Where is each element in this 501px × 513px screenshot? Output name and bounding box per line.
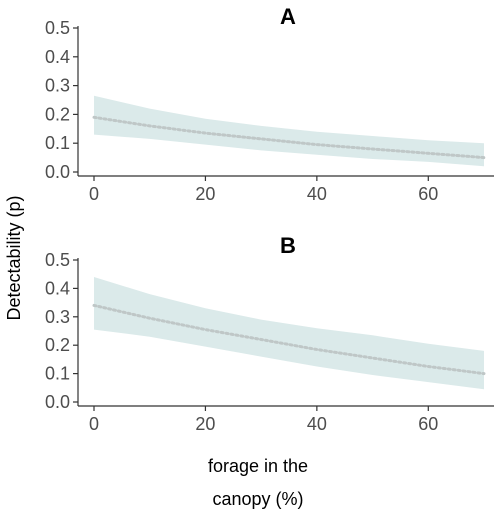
y-tick-label: 0.2 <box>45 335 70 355</box>
x-tick-label: 40 <box>307 184 327 204</box>
y-tick-label: 0.0 <box>45 162 70 182</box>
panel-b: B 0.0 0.1 0.2 0.3 0.4 0.5 0 20 40 60 <box>45 233 494 434</box>
panel-title: A <box>280 4 296 29</box>
x-tick-label: 60 <box>418 184 438 204</box>
confidence-ribbon <box>94 95 484 167</box>
x-tick-label: 0 <box>89 414 99 434</box>
x-axis-title-line-1: forage in the <box>208 456 308 476</box>
y-tick-label: 0.1 <box>45 133 70 153</box>
fitted-line <box>92 115 486 160</box>
y-tick-label: 0.4 <box>45 47 70 67</box>
panel-a: A 0.0 0.1 0.2 0.3 0.4 0.5 0 20 40 60 <box>45 4 494 204</box>
x-tick-label: 60 <box>418 414 438 434</box>
y-tick-label: 0.1 <box>45 364 70 384</box>
fitted-line <box>92 303 486 376</box>
x-axis-title-line-2: canopy (%) <box>212 489 303 509</box>
y-tick-label: 0.5 <box>45 250 70 270</box>
y-tick-label: 0.2 <box>45 104 70 124</box>
x-tick-label: 20 <box>195 414 215 434</box>
y-axis-title: Detectability (p) <box>4 195 24 320</box>
panel-title: B <box>280 233 296 258</box>
y-tick-label: 0.3 <box>45 76 70 96</box>
confidence-ribbon <box>94 277 484 390</box>
y-tick-label: 0.4 <box>45 278 70 298</box>
x-tick-label: 0 <box>89 184 99 204</box>
y-tick-label: 0.5 <box>45 18 70 38</box>
x-tick-label: 20 <box>195 184 215 204</box>
x-tick-label: 40 <box>307 414 327 434</box>
y-tick-label: 0.3 <box>45 307 70 327</box>
y-tick-label: 0.0 <box>45 392 70 412</box>
